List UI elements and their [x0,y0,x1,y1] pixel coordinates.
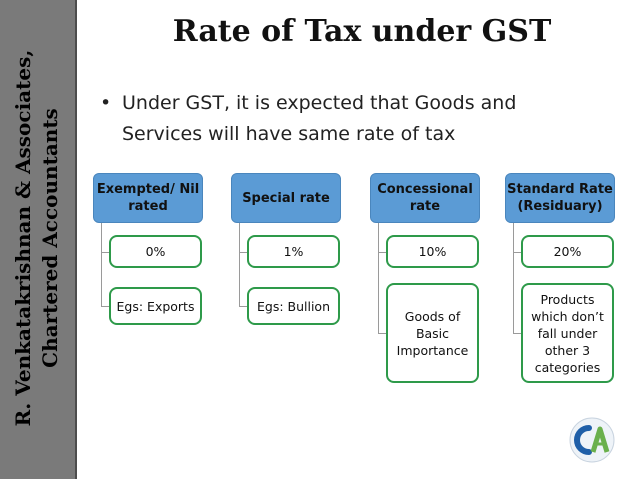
firm-subtitle-line: Chartered Accountants [38,108,62,368]
category-header-text: Exempted/ Nil rated [97,181,199,215]
bullet-text-line-1: Under GST, it is expected that Goods and [122,92,517,114]
bullet-marker: • [100,92,112,114]
sidebar-divider [75,0,77,479]
example-text-line: categories [534,359,601,375]
connector-horizontal [513,333,521,334]
connector-horizontal [378,333,386,334]
firm-name-vertical: R. Venkatakrishnan & Associates, Charter… [10,3,64,473]
category-header-text-line: rated [128,199,168,214]
rate-value-text-line: 10% [418,244,447,259]
rate-value-box: 1% [247,235,340,268]
bullet-point: • Under GST, it is expected that Goods a… [100,88,620,150]
rate-value-text: 1% [284,243,304,260]
example-text-line: other 3 [544,342,591,358]
rate-value-text-line: 20% [553,244,582,259]
category-header-text: Standard Rate (Residuary) [507,181,613,215]
category-header-text: Concessional rate [377,181,473,215]
category-header-text: Special rate [242,190,330,207]
ca-logo-icon [569,417,615,463]
connector-vertical [513,223,514,333]
example-text-line: Egs: Bullion [256,298,331,314]
category-header: Standard Rate (Residuary) [505,173,615,223]
example-box: Egs: Exports [109,287,202,325]
slide-title: Rate of Tax under GST [172,14,552,49]
bullet-text-line-2: Services will have same rate of tax [122,123,456,145]
category-header: Special rate [231,173,341,223]
example-text-line: Products [540,291,595,307]
category-header: Exempted/ Nil rated [93,173,203,223]
category-header-text-line: Concessional [377,182,473,197]
connector-vertical [239,223,240,306]
firm-name-line: R. Venkatakrishnan & Associates, [11,49,35,427]
connector-horizontal [239,251,247,253]
category-header-text-line: (Residuary) [517,199,603,214]
sidebar-band [0,0,75,479]
example-text-line: Basic [415,325,450,341]
connector-horizontal [101,251,109,253]
rate-value-text: 20% [554,243,582,260]
connector-horizontal [513,251,521,253]
example-text: Egs: Exports [117,298,195,315]
example-box: Egs: Bullion [247,287,340,325]
category-header-text-line: Exempted/ Nil [96,182,200,197]
example-text-line: Importance [396,342,469,358]
connector-horizontal [378,251,386,253]
example-text-line: Goods of [404,308,461,324]
rate-value-box: 0% [109,235,202,268]
connector-horizontal [239,306,247,307]
rate-value-box: 20% [521,235,614,268]
connector-horizontal [101,306,109,307]
rate-value-text-line: 1% [283,244,304,259]
rate-value-text-line: 0% [145,244,166,259]
rate-value-box: 10% [386,235,479,268]
example-text: Goods of Basic Importance [397,308,469,359]
category-header-text-line: Special rate [242,190,330,206]
example-text: Egs: Bullion [257,298,330,315]
category-header: Concessional rate [370,173,480,223]
example-text-line: Egs: Exports [116,298,195,314]
category-header-text-line: rate [409,199,441,214]
example-box: Goods of Basic Importance [386,283,479,383]
connector-vertical [101,223,102,306]
example-text: Products which don’t fall under other 3 cate… [531,291,604,376]
rate-value-text: 10% [419,243,447,260]
rate-value-text: 0% [146,243,166,260]
category-header-text-line: Standard Rate [507,182,613,197]
example-text-line: fall under [537,325,598,341]
example-text-line: which don’t [531,308,604,324]
connector-vertical [378,223,379,333]
example-box: Products which don’t fall under other 3 cate… [521,283,614,383]
